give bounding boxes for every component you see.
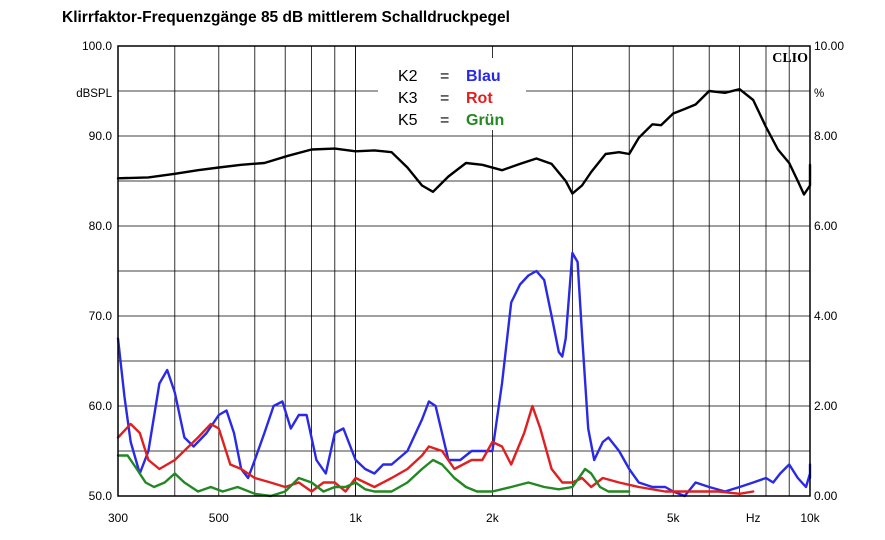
- legend-name-k2: Blau: [466, 68, 501, 85]
- legend-box: [378, 58, 526, 130]
- plot-frame: [117, 45, 811, 497]
- y-left-tick-label: 100.0: [82, 39, 112, 53]
- series-layer: [116, 87, 812, 498]
- legend-name-k5: Grün: [466, 112, 504, 129]
- y-right-tick-label: 8.00: [814, 129, 838, 143]
- x-tick-label: 300: [108, 511, 128, 525]
- chart-title: Klirrfaktor-Frequenzgänge 85 dB mittlere…: [62, 9, 510, 26]
- x-tick-label: 500: [209, 511, 229, 525]
- brand-label: CLIO: [772, 51, 808, 66]
- y-left-tick-label: 60.0: [89, 399, 113, 413]
- x-tick-label: 10k: [800, 511, 820, 525]
- tick-labels: 300 500 1k 2k 5k Hz 10k 100.0 90.0 80.0 70.0 60.0 50…: [82, 39, 844, 525]
- y-right-tick-label: 10.00: [814, 39, 844, 53]
- series-line-k5: [116, 454, 631, 498]
- legend-key-k2: K2: [398, 68, 418, 85]
- y-right-tick-label: 6.00: [814, 219, 838, 233]
- legend-key-k5: K5: [398, 112, 418, 129]
- y-left-tick-label: 70.0: [89, 309, 113, 323]
- legend-eq-k3: =: [440, 90, 449, 107]
- y-right-tick-label: 2.00: [814, 399, 838, 413]
- y-left-unit: dBSPL: [76, 88, 112, 100]
- legend-key-k3: K3: [398, 90, 418, 107]
- y-right-unit: %: [814, 88, 824, 100]
- legend: K2 = Blau K3 = Rot K5 = Grün: [378, 58, 526, 130]
- x-tick-label: Hz: [746, 511, 761, 525]
- legend-name-k3: Rot: [466, 90, 493, 107]
- y-right-tick-label: 0.00: [814, 489, 838, 503]
- legend-eq-k5: =: [440, 112, 449, 129]
- series-line-spl: [116, 87, 812, 196]
- y-left-tick-label: 50.0: [89, 489, 113, 503]
- x-tick-label: 5k: [667, 511, 681, 525]
- series-line-k2: [116, 251, 812, 498]
- grid: [117, 46, 811, 496]
- legend-eq-k2: =: [440, 68, 449, 85]
- y-right-tick-label: 4.00: [814, 309, 838, 323]
- x-tick-label: 1k: [349, 511, 363, 525]
- series-line-k3: [116, 404, 755, 495]
- x-tick-label: 2k: [486, 511, 500, 525]
- y-left-tick-label: 80.0: [89, 219, 113, 233]
- y-left-tick-label: 90.0: [89, 129, 113, 143]
